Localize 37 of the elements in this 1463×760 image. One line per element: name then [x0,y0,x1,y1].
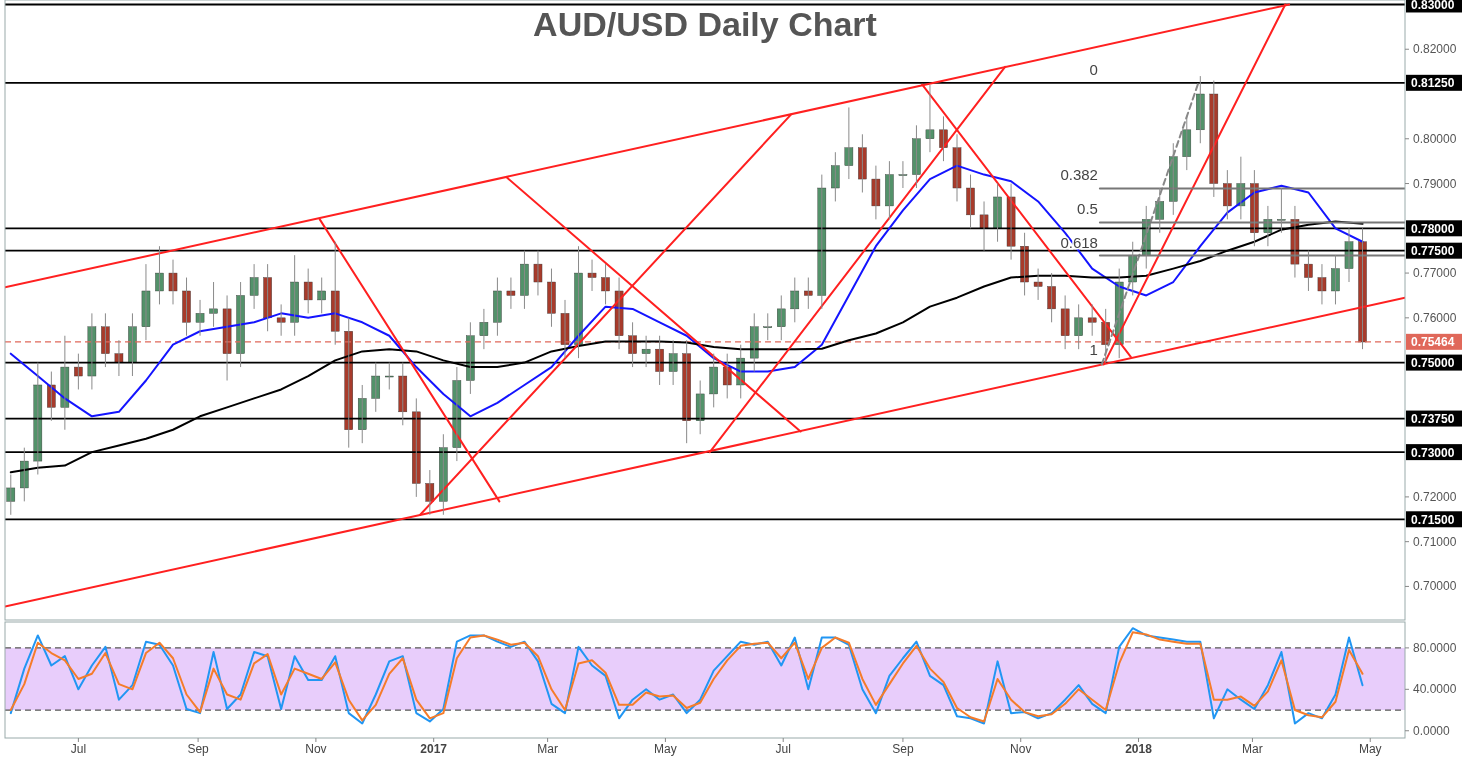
y-tick-label: 80.0000 [1413,640,1457,655]
x-tick-label: Sep [187,742,210,756]
x-tick-label: Sep [892,742,914,756]
annotation: 0 [1089,60,1098,78]
x-tick-label: Mar [1242,742,1263,756]
y-tick-label: 0.77000 [1413,266,1457,281]
annotation: 0.5 [1077,200,1098,218]
y-tick-label: 0.82000 [1413,42,1457,57]
x-tick-label: May [654,742,677,756]
annotation: 0.382 [1060,166,1098,184]
y-tick-label: 0.76000 [1413,310,1457,325]
ref-line-label: 0.81250 [1411,76,1455,91]
y-tick-label: 0.79000 [1413,176,1457,191]
ref-line-label: 0.78000 [1411,221,1455,236]
x-tick-label: Nov [1010,742,1032,756]
x-tick-label: Jul [70,742,87,756]
y-tick-label: 0.72000 [1413,489,1457,504]
y-tick-label: 0.71000 [1413,534,1457,549]
x-tick-label: Jul [775,742,791,756]
y-tick-label: 0.70000 [1413,579,1457,594]
x-tick-label: 2018 [1125,742,1153,756]
x-tick-label: 2017 [420,742,448,756]
ref-line-label: 0.73000 [1411,445,1455,460]
ref-line-label: 0.77500 [1411,244,1455,259]
ref-line-label: 0.73750 [1411,412,1455,427]
ref-line-label: 0.75464 [1411,335,1455,350]
x-tick-label: Nov [305,742,327,756]
annotation: 1 [1089,340,1098,358]
ref-line-label: 0.75000 [1411,356,1455,371]
ref-line-label: 0.83000 [1411,0,1455,12]
x-tick-label: Mar [537,742,558,756]
ref-line-label: 0.71500 [1411,512,1455,527]
y-tick-label: 0.80000 [1413,131,1457,146]
y-tick-label: 0.0000 [1413,723,1451,738]
chart-title: AUD/USD Daily Chart [533,5,877,43]
x-tick-label: May [1358,742,1382,756]
y-tick-label: 40.0000 [1413,682,1457,697]
